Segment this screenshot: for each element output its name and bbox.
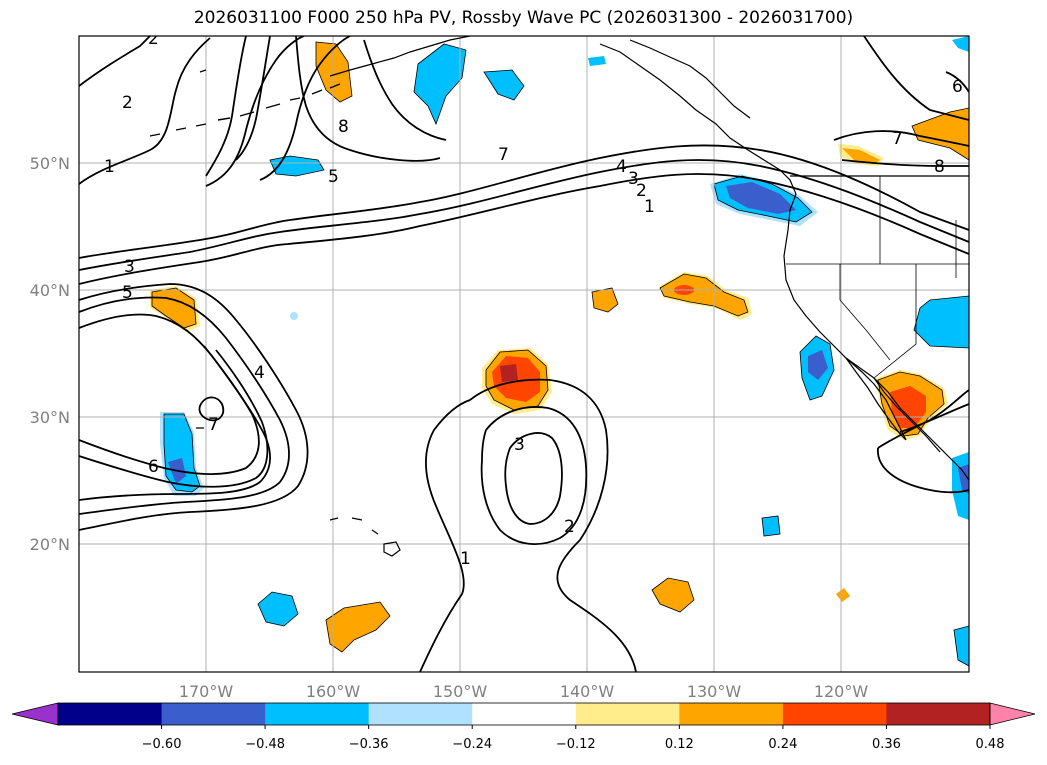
contour-label: 5	[328, 167, 339, 187]
colorbar-tick-label: −0.12	[556, 737, 596, 752]
colorbar-cell	[575, 703, 680, 725]
contour-label: 8	[934, 157, 945, 177]
map-title: 2026031100 F000 250 hPa PV, Rossby Wave …	[193, 8, 854, 28]
contour-label: 7	[892, 129, 903, 149]
colorbar-cell	[368, 703, 473, 725]
lon-label: 170°W	[179, 682, 234, 701]
pv-contours	[79, 36, 969, 672]
contour-label: 2	[122, 93, 133, 113]
map-frame	[78, 35, 970, 673]
contour-label: 7	[498, 145, 509, 165]
contour-label: 4	[254, 363, 265, 383]
colorbar: −0.60 −0.48 −0.36 −0.24 −0.12 0.12 0.24 0.36 0.4…	[11, 702, 1036, 752]
contour-label: 2	[636, 181, 647, 201]
colorbar-extend-low	[11, 702, 59, 726]
colorbar-cell	[472, 703, 577, 725]
colorbar-tick-label: −0.60	[142, 737, 182, 752]
contour-label: 6	[148, 457, 159, 477]
colorbar-cell	[679, 703, 784, 725]
lat-label: 20°N	[30, 535, 70, 554]
longitude-labels: 170°W 160°W 150°W 140°W 130°W 120°W	[179, 682, 869, 701]
contour-label: 1	[644, 197, 655, 217]
lon-label: 130°W	[687, 682, 742, 701]
contour-label: 5	[122, 283, 133, 303]
contour-label: 8	[338, 117, 349, 137]
lat-label: 30°N	[30, 408, 70, 427]
colorbar-cell	[161, 703, 266, 725]
colorbar-tick-label: 0.36	[872, 737, 901, 752]
lat-label: 40°N	[30, 281, 70, 300]
colorbar-tick-label: −0.36	[349, 737, 389, 752]
colorbar-cell	[265, 703, 370, 725]
contour-label: 3	[514, 435, 525, 455]
colorbar-tick-label: 0.48	[976, 737, 1005, 752]
colorbar-tick-label: −0.48	[245, 737, 285, 752]
contour-label: 3	[628, 169, 639, 189]
contour-label: 6	[952, 77, 963, 97]
contour-label: 4	[616, 157, 627, 177]
contour-label: 7	[208, 415, 219, 435]
contour-label: 2	[148, 29, 159, 49]
contour-labels: 2 2 4 1 1 3 5 8 5 7 4 3 2 1 6 7 8 6 4 7 …	[104, 29, 963, 569]
contour-label: 2	[564, 517, 575, 537]
contour-label: 1	[460, 549, 471, 569]
lon-label: 140°W	[560, 682, 615, 701]
latitude-labels: 50°N 40°N 30°N 20°N	[30, 154, 70, 554]
colorbar-cell	[58, 703, 163, 725]
colorbar-cell	[886, 703, 991, 725]
contour-label: 1	[104, 157, 115, 177]
lat-label: 50°N	[30, 154, 70, 173]
colorbar-tick-label: −0.24	[452, 737, 492, 752]
lon-label: 120°W	[814, 682, 869, 701]
lon-label: 160°W	[306, 682, 361, 701]
colorbar-tick-label: 0.12	[665, 737, 694, 752]
colorbar-cell	[782, 703, 887, 725]
lon-label: 150°W	[433, 682, 488, 701]
coastlines	[149, 36, 969, 557]
contour-label: 3	[124, 257, 135, 277]
colorbar-extend-high	[989, 702, 1036, 726]
colorbar-tick-label: 0.24	[768, 737, 797, 752]
